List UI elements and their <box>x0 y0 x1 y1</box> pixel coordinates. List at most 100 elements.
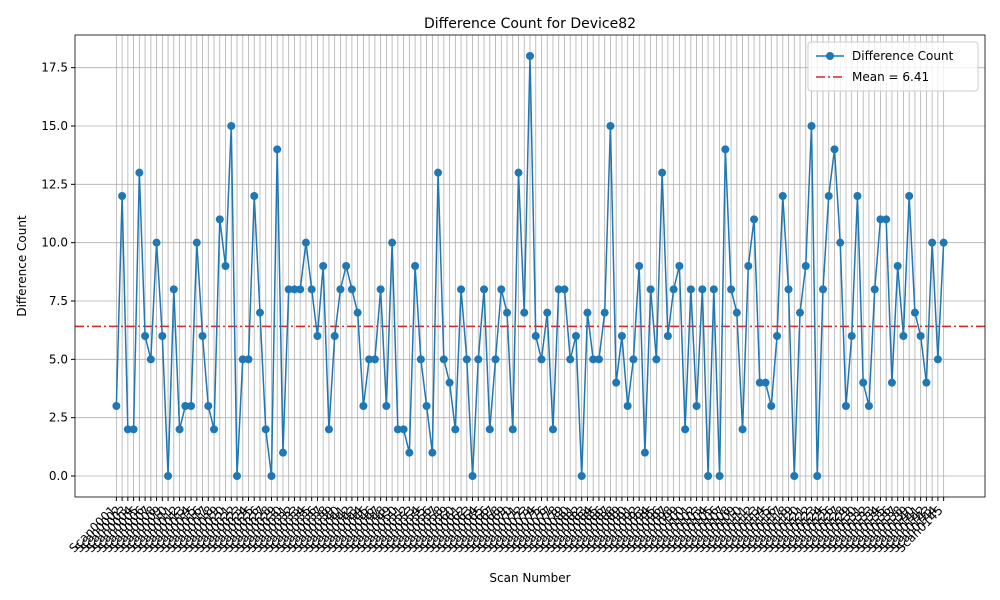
data-point <box>916 332 925 340</box>
data-point <box>261 425 270 434</box>
data-point <box>129 425 138 434</box>
data-point <box>681 425 690 434</box>
data-point <box>594 355 603 364</box>
data-point <box>416 355 425 364</box>
chart-title: Difference Count for Device82 <box>424 16 636 32</box>
data-point <box>732 308 741 317</box>
data-point <box>411 262 420 270</box>
data-point <box>187 402 196 410</box>
data-point <box>255 308 264 317</box>
data-point <box>801 262 810 270</box>
y-tick-label: 17.5 <box>41 61 68 75</box>
data-point <box>531 332 540 340</box>
data-point <box>939 238 948 247</box>
data-point <box>853 192 862 200</box>
data-point <box>135 168 144 177</box>
data-point <box>526 52 534 60</box>
data-point <box>836 238 845 247</box>
data-point <box>491 355 500 364</box>
x-axis-label: Scan Number <box>489 571 570 585</box>
data-point <box>761 378 770 387</box>
y-tick-label: 10.0 <box>41 236 68 250</box>
data-point <box>434 168 443 177</box>
data-point <box>141 332 150 340</box>
data-point <box>324 425 333 434</box>
data-point <box>301 238 310 247</box>
data-point <box>399 425 408 434</box>
data-point <box>365 355 374 364</box>
data-point <box>548 425 557 434</box>
data-point <box>112 402 121 410</box>
data-point <box>721 145 730 154</box>
data-point <box>342 262 351 270</box>
data-point <box>646 285 655 294</box>
data-point <box>566 355 575 364</box>
data-point <box>359 402 368 410</box>
data-point <box>164 472 173 480</box>
data-point <box>629 355 638 364</box>
data-point <box>215 215 224 224</box>
data-point <box>893 262 902 270</box>
data-point <box>675 262 684 270</box>
data-point <box>474 355 483 364</box>
data-point <box>790 472 799 480</box>
data-point <box>859 378 868 387</box>
legend-marker <box>826 52 834 60</box>
legend-label: Difference Count <box>852 49 954 63</box>
data-point <box>233 472 242 480</box>
data-point <box>480 285 489 294</box>
data-point <box>382 402 391 410</box>
data-point <box>227 122 236 130</box>
data-point <box>158 332 167 340</box>
data-point <box>393 425 402 434</box>
legend-box <box>807 41 979 92</box>
data-point <box>204 402 213 410</box>
legend-label: Mean = 6.41 <box>852 70 929 84</box>
data-point <box>623 402 632 410</box>
y-tick-label: 0.0 <box>49 469 68 483</box>
data-point <box>692 402 701 410</box>
data-point <box>462 355 471 364</box>
data-point <box>784 285 793 294</box>
data-point <box>635 262 644 270</box>
data-point <box>905 192 914 200</box>
data-point <box>727 285 736 294</box>
data-point <box>514 168 523 177</box>
data-point <box>773 332 782 340</box>
data-point <box>841 402 850 410</box>
data-point <box>192 238 201 247</box>
data-point <box>767 402 776 410</box>
data-point <box>439 355 448 364</box>
data-point <box>330 332 339 340</box>
data-point <box>296 285 305 294</box>
data-point <box>709 285 718 294</box>
grid <box>75 35 985 497</box>
data-point <box>181 402 190 410</box>
data-point <box>640 448 649 457</box>
data-point <box>686 285 695 294</box>
data-point <box>577 472 586 480</box>
data-point <box>370 355 379 364</box>
data-point <box>118 192 127 200</box>
data-point <box>273 145 282 154</box>
data-point <box>669 285 678 294</box>
data-point <box>778 192 787 200</box>
data-point <box>617 332 626 340</box>
data-point <box>278 448 287 457</box>
data-point <box>600 308 609 317</box>
data-point <box>698 285 707 294</box>
data-point <box>830 145 839 154</box>
data-point <box>313 332 322 340</box>
data-point <box>658 168 667 177</box>
data-point <box>882 215 891 224</box>
data-point <box>520 308 529 317</box>
data-point <box>744 262 753 270</box>
data-point <box>485 425 494 434</box>
data-point <box>290 285 299 294</box>
data-point <box>428 448 437 457</box>
data-point <box>704 472 713 480</box>
data-point <box>876 215 885 224</box>
data-point <box>152 238 161 247</box>
data-point <box>376 285 385 294</box>
